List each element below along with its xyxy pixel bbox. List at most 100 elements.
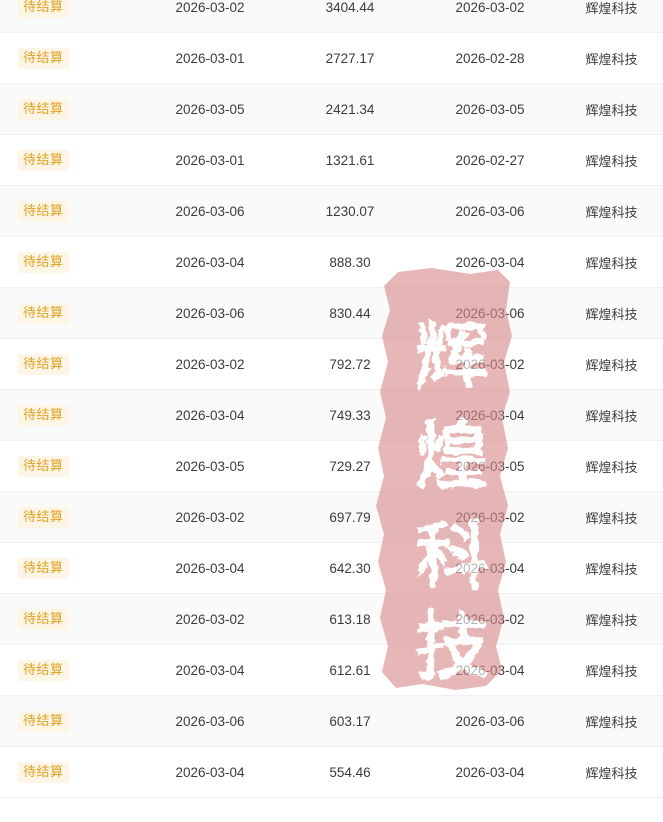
transaction-date-cell: 2026-03-04 bbox=[455, 560, 525, 576]
table-row[interactable]: 待结算 2026-03-04 749.33 2026-03-04 辉煌科技 bbox=[0, 390, 663, 441]
company-cell: 辉煌科技 bbox=[585, 409, 638, 425]
company-cell: 辉煌科技 bbox=[585, 307, 638, 323]
amount-cell: 1230.07 bbox=[325, 203, 375, 219]
status-badge: 待结算 bbox=[18, 659, 69, 681]
table-row[interactable]: 待结算 2026-03-04 554.46 2026-03-04 辉煌科技 bbox=[0, 747, 663, 798]
transaction-date-cell: 2026-03-05 bbox=[455, 458, 525, 474]
status-cell: 待结算 bbox=[0, 353, 140, 375]
transaction-date-cell: 2026-03-04 bbox=[455, 764, 525, 780]
status-cell: 待结算 bbox=[0, 200, 140, 222]
amount-cell: 697.79 bbox=[329, 509, 371, 525]
table-row[interactable]: 待结算 2026-03-01 2727.17 2026-02-28 辉煌科技 bbox=[0, 33, 663, 84]
status-badge: 待结算 bbox=[18, 149, 69, 171]
status-badge: 待结算 bbox=[18, 0, 69, 18]
transaction-date-cell: 2026-03-02 bbox=[455, 509, 525, 525]
company-cell: 辉煌科技 bbox=[585, 1, 638, 17]
settlement-date-cell: 2026-03-06 bbox=[175, 713, 245, 729]
company-cell: 辉煌科技 bbox=[585, 664, 638, 680]
amount-cell: 749.33 bbox=[329, 407, 371, 423]
amount-cell: 603.17 bbox=[329, 713, 371, 729]
settlement-table: 待结算 2026-03-02 3404.44 2026-03-02 辉煌科技 待结算 202… bbox=[0, 0, 663, 798]
amount-cell: 888.30 bbox=[329, 254, 371, 270]
status-cell: 待结算 bbox=[0, 404, 140, 426]
status-badge: 待结算 bbox=[18, 404, 69, 426]
table-row[interactable]: 待结算 2026-03-02 792.72 2026-03-02 辉煌科技 bbox=[0, 339, 663, 390]
transaction-date-cell: 2026-03-06 bbox=[455, 203, 525, 219]
settlement-date-cell: 2026-03-04 bbox=[175, 662, 245, 678]
settlement-date-cell: 2026-03-05 bbox=[175, 458, 245, 474]
status-cell: 待结算 bbox=[0, 47, 140, 69]
transaction-date-cell: 2026-03-06 bbox=[455, 305, 525, 321]
transaction-date-cell: 2026-03-04 bbox=[455, 254, 525, 270]
company-cell: 辉煌科技 bbox=[585, 715, 638, 731]
status-badge: 待结算 bbox=[18, 761, 69, 783]
status-badge: 待结算 bbox=[18, 200, 69, 222]
company-cell: 辉煌科技 bbox=[585, 511, 638, 527]
status-badge: 待结算 bbox=[18, 710, 69, 732]
settlement-date-cell: 2026-03-04 bbox=[175, 560, 245, 576]
transaction-date-cell: 2026-03-06 bbox=[455, 713, 525, 729]
settlement-date-cell: 2026-03-06 bbox=[175, 305, 245, 321]
status-cell: 待结算 bbox=[0, 557, 140, 579]
status-cell: 待结算 bbox=[0, 302, 140, 324]
table-row[interactable]: 待结算 2026-03-05 2421.34 2026-03-05 辉煌科技 bbox=[0, 84, 663, 135]
settlement-date-cell: 2026-03-02 bbox=[175, 0, 245, 15]
transaction-date-cell: 2026-03-02 bbox=[455, 0, 525, 15]
amount-cell: 2421.34 bbox=[325, 101, 375, 117]
status-cell: 待结算 bbox=[0, 149, 140, 171]
amount-cell: 612.61 bbox=[329, 662, 371, 678]
settlement-date-cell: 2026-03-02 bbox=[175, 356, 245, 372]
status-badge: 待结算 bbox=[18, 47, 69, 69]
table-row[interactable]: 待结算 2026-03-05 729.27 2026-03-05 辉煌科技 bbox=[0, 441, 663, 492]
settlement-date-cell: 2026-03-04 bbox=[175, 407, 245, 423]
settlement-date-cell: 2026-03-02 bbox=[175, 611, 245, 627]
company-cell: 辉煌科技 bbox=[585, 103, 638, 119]
transaction-date-cell: 2026-02-28 bbox=[455, 50, 525, 66]
amount-cell: 729.27 bbox=[329, 458, 371, 474]
settlement-date-cell: 2026-03-05 bbox=[175, 101, 245, 117]
status-cell: 待结算 bbox=[0, 608, 140, 630]
status-badge: 待结算 bbox=[18, 608, 69, 630]
amount-cell: 3404.44 bbox=[325, 0, 375, 15]
transaction-date-cell: 2026-03-04 bbox=[455, 407, 525, 423]
table-row[interactable]: 待结算 2026-03-06 1230.07 2026-03-06 辉煌科技 bbox=[0, 186, 663, 237]
status-cell: 待结算 bbox=[0, 0, 140, 18]
settlement-date-cell: 2026-03-01 bbox=[175, 50, 245, 66]
transaction-date-cell: 2026-03-04 bbox=[455, 662, 525, 678]
company-cell: 辉煌科技 bbox=[585, 205, 638, 221]
company-cell: 辉煌科技 bbox=[585, 766, 638, 782]
status-cell: 待结算 bbox=[0, 455, 140, 477]
company-cell: 辉煌科技 bbox=[585, 613, 638, 629]
table-row[interactable]: 待结算 2026-03-02 613.18 2026-03-02 辉煌科技 bbox=[0, 594, 663, 645]
amount-cell: 830.44 bbox=[329, 305, 371, 321]
settlement-date-cell: 2026-03-04 bbox=[175, 254, 245, 270]
amount-cell: 613.18 bbox=[329, 611, 371, 627]
status-badge: 待结算 bbox=[18, 557, 69, 579]
table-row[interactable]: 待结算 2026-03-06 603.17 2026-03-06 辉煌科技 bbox=[0, 696, 663, 747]
table-row[interactable]: 待结算 2026-03-02 3404.44 2026-03-02 辉煌科技 bbox=[0, 0, 663, 33]
company-cell: 辉煌科技 bbox=[585, 154, 638, 170]
transaction-date-cell: 2026-03-02 bbox=[455, 356, 525, 372]
amount-cell: 2727.17 bbox=[325, 50, 375, 66]
table-row[interactable]: 待结算 2026-03-06 830.44 2026-03-06 辉煌科技 bbox=[0, 288, 663, 339]
amount-cell: 1321.61 bbox=[325, 152, 375, 168]
settlement-date-cell: 2026-03-04 bbox=[175, 764, 245, 780]
table-row[interactable]: 待结算 2026-03-02 697.79 2026-03-02 辉煌科技 bbox=[0, 492, 663, 543]
table-row[interactable]: 待结算 2026-03-04 888.30 2026-03-04 辉煌科技 bbox=[0, 237, 663, 288]
transaction-date-cell: 2026-02-27 bbox=[455, 152, 525, 168]
status-badge: 待结算 bbox=[18, 302, 69, 324]
status-cell: 待结算 bbox=[0, 506, 140, 528]
amount-cell: 554.46 bbox=[329, 764, 371, 780]
amount-cell: 642.30 bbox=[329, 560, 371, 576]
table-row[interactable]: 待结算 2026-03-01 1321.61 2026-02-27 辉煌科技 bbox=[0, 135, 663, 186]
transaction-date-cell: 2026-03-05 bbox=[455, 101, 525, 117]
settlement-date-cell: 2026-03-01 bbox=[175, 152, 245, 168]
status-badge: 待结算 bbox=[18, 98, 69, 120]
table-row[interactable]: 待结算 2026-03-04 642.30 2026-03-04 辉煌科技 bbox=[0, 543, 663, 594]
table-row[interactable]: 待结算 2026-03-04 612.61 2026-03-04 辉煌科技 bbox=[0, 645, 663, 696]
status-badge: 待结算 bbox=[18, 506, 69, 528]
settlement-date-cell: 2026-03-06 bbox=[175, 203, 245, 219]
status-cell: 待结算 bbox=[0, 659, 140, 681]
settlement-date-cell: 2026-03-02 bbox=[175, 509, 245, 525]
